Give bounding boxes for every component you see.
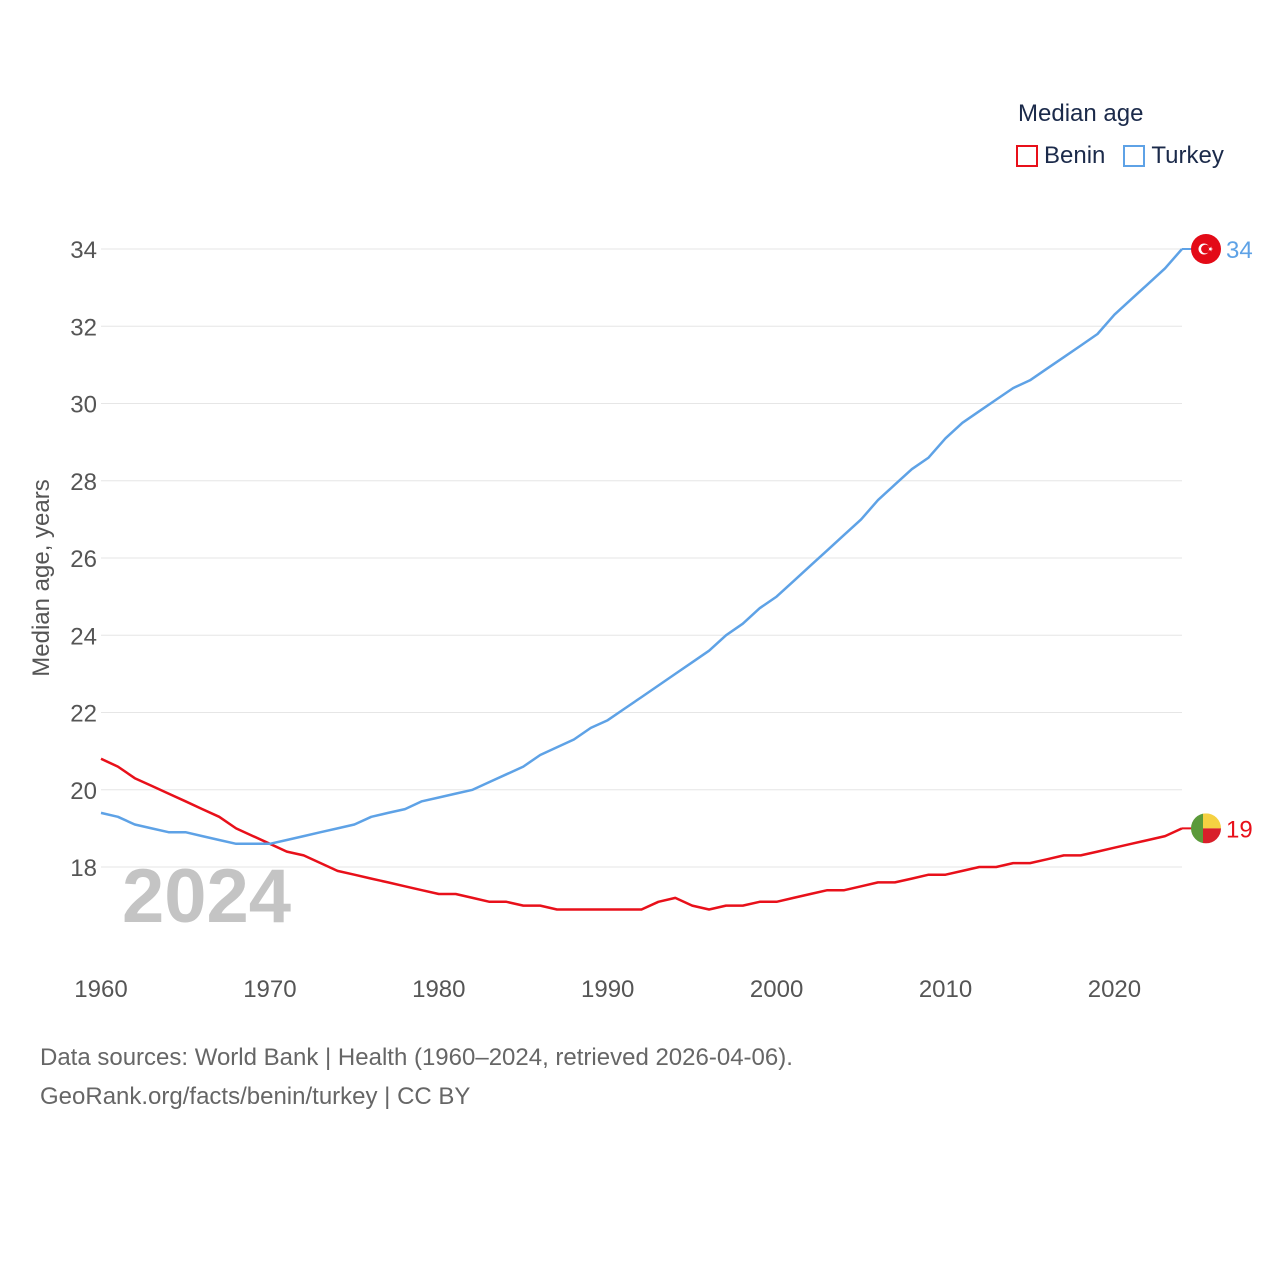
x-tick-label-2000: 2000 [750, 976, 803, 1003]
year-watermark: 2024 [122, 854, 291, 939]
legend-title: Median age [1018, 100, 1144, 127]
legend: Benin Turkey [1016, 142, 1242, 170]
y-tick-label-22: 22 [70, 701, 97, 728]
end-value-label-turkey: 34 [1226, 237, 1253, 264]
x-tick-label-1960: 1960 [74, 976, 127, 1003]
legend-item-turkey[interactable]: Turkey [1123, 142, 1224, 170]
y-tick-label-34: 34 [70, 237, 97, 264]
credit-link[interactable]: GeoRank.org/facts/benin/turkey | CC BY [40, 1083, 471, 1110]
x-tick-label-1980: 1980 [412, 976, 465, 1003]
y-tick-label-28: 28 [70, 469, 97, 496]
legend-item-benin[interactable]: Benin [1016, 142, 1105, 170]
series-line-turkey [100, 248, 1183, 846]
end-value-label-benin: 19 [1226, 816, 1253, 843]
x-tick-label-2010: 2010 [919, 976, 972, 1003]
benin-flag-icon [1191, 813, 1221, 844]
legend-label-benin: Benin [1044, 142, 1106, 169]
legend-label-turkey: Turkey [1151, 142, 1224, 169]
data-sources-note: Data sources: World Bank | Health (1960–… [40, 1044, 793, 1071]
y-tick-label-26: 26 [70, 546, 97, 573]
legend-swatch-turkey [1123, 145, 1146, 167]
y-tick-label-20: 20 [70, 778, 97, 805]
y-tick-label-30: 30 [70, 392, 97, 419]
turkey-flag-icon [1191, 234, 1221, 264]
legend-swatch-benin [1016, 145, 1038, 167]
y-tick-label-32: 32 [70, 314, 97, 341]
x-tick-label-1970: 1970 [243, 976, 296, 1003]
series-line-benin [100, 757, 1183, 911]
x-tick-label-1990: 1990 [581, 976, 634, 1003]
y-tick-label-18: 18 [70, 855, 97, 882]
y-tick-label-24: 24 [70, 623, 97, 650]
x-tick-label-2020: 2020 [1088, 976, 1141, 1003]
